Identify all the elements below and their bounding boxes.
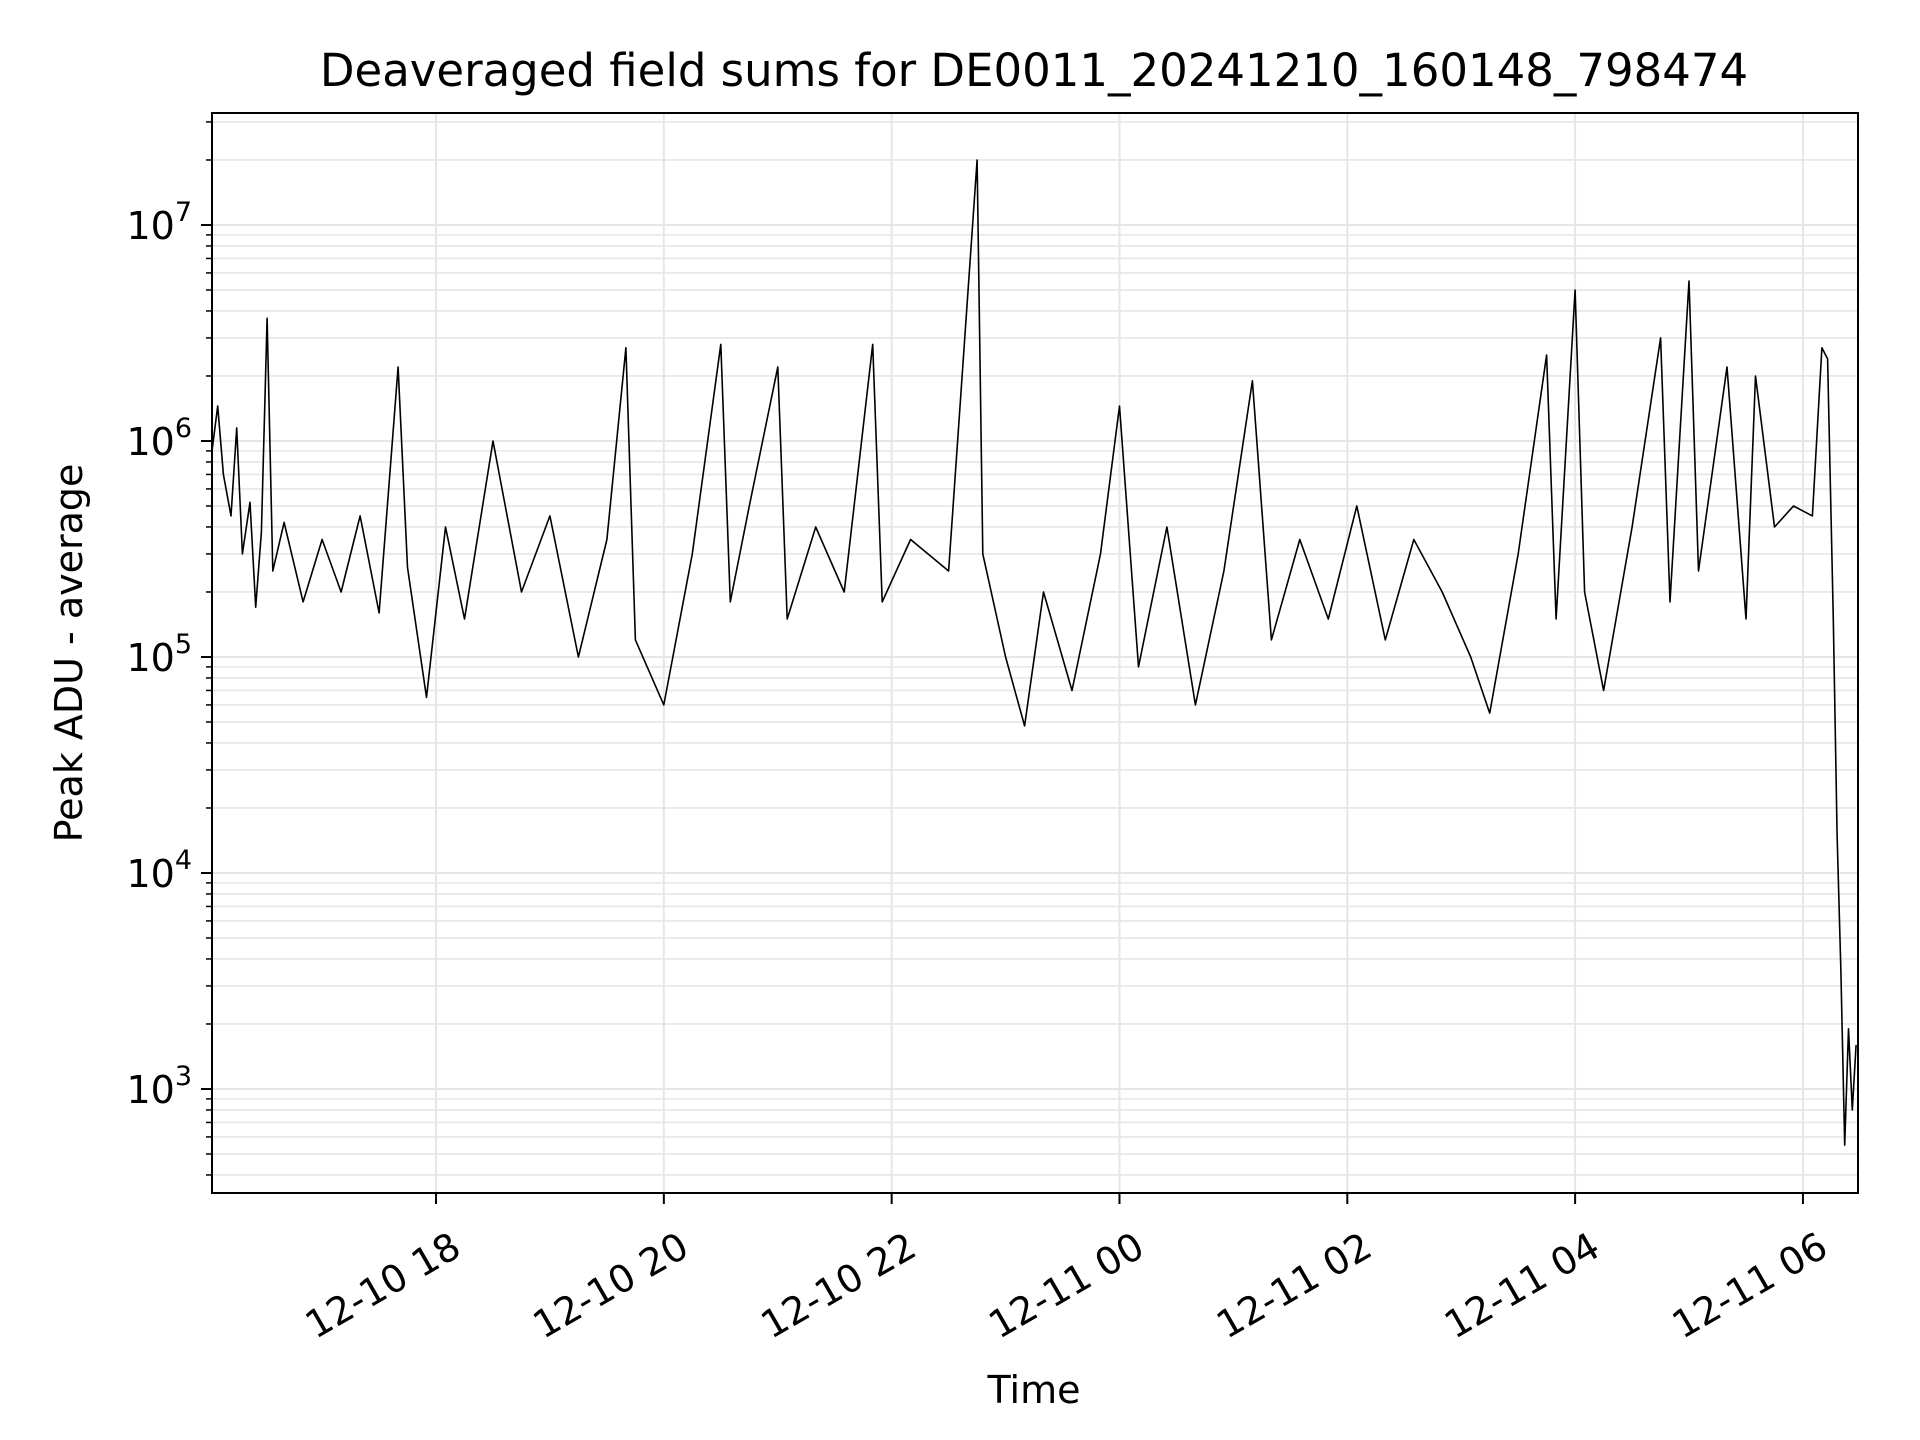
- chart-title: Deaveraged field sums for DE0011_2024121…: [320, 44, 1748, 97]
- plot-area-frame: [211, 112, 1859, 1194]
- y-tick-label: 104: [126, 845, 192, 896]
- x-axis-label: Time: [987, 1368, 1081, 1412]
- series-line: [211, 159, 1857, 1146]
- y-tick-label: 103: [126, 1061, 192, 1112]
- y-axis-label: Peak ADU - average: [47, 464, 91, 843]
- y-axis: 103 104 105 106 107: [126, 121, 212, 1176]
- y-tick-label: 106: [126, 413, 192, 464]
- y-tick-label: 107: [126, 197, 192, 248]
- y-tick-label: 105: [126, 629, 192, 680]
- series-group: [211, 159, 1857, 1146]
